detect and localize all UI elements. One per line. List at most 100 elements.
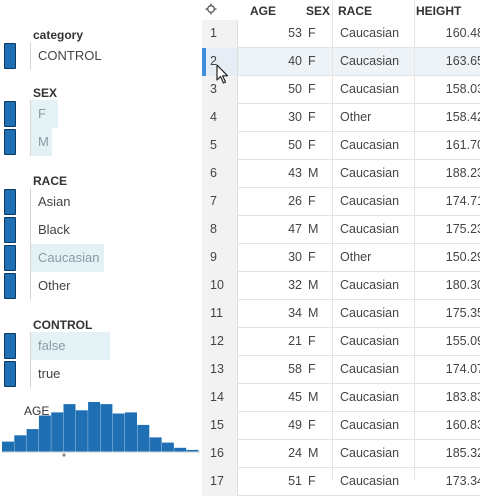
histogram-bar[interactable] xyxy=(63,404,76,452)
table-row[interactable]: 16 24 M Caucasian 185.32 xyxy=(202,440,480,468)
histogram-bar[interactable] xyxy=(14,435,27,452)
table-row[interactable]: 17 51 F Caucasian 173.34 xyxy=(202,468,480,496)
row-index: 16 xyxy=(210,446,224,460)
table-row[interactable]: 11 34 M Caucasian 175.35 xyxy=(202,300,480,328)
sex-cell: F xyxy=(308,26,316,40)
facet-count-bar xyxy=(4,273,16,299)
race-cell: Other xyxy=(340,110,372,124)
histogram-bar[interactable] xyxy=(137,424,150,452)
height-cell: 155.09 xyxy=(445,334,480,348)
facet-count-bar xyxy=(4,129,16,155)
column-header-sex[interactable]: SEX xyxy=(306,4,331,18)
age-cell: 49 xyxy=(288,418,302,432)
row-index: 12 xyxy=(210,334,224,348)
sex-cell: F xyxy=(308,362,316,376)
table-row[interactable]: 8 47 M Caucasian 175.23 xyxy=(202,216,480,244)
table-row[interactable]: 9 30 F Other 150.29 xyxy=(202,244,480,272)
facet-item-other[interactable]: Other xyxy=(0,272,200,300)
gear-icon[interactable] xyxy=(205,3,217,15)
age-cell: 24 xyxy=(288,446,302,460)
histogram-bar[interactable] xyxy=(125,412,137,452)
histogram-bar[interactable] xyxy=(149,437,162,452)
facet-selection-highlight xyxy=(30,128,52,156)
facet-item-true[interactable]: true xyxy=(0,360,200,388)
height-cell: 173.34 xyxy=(445,474,480,488)
height-cell: 175.35 xyxy=(445,306,480,320)
table-row[interactable]: 10 32 M Caucasian 180.30 xyxy=(202,272,480,300)
age-histogram[interactable] xyxy=(0,400,200,460)
table-row[interactable]: 13 58 F Caucasian 174.07 xyxy=(202,356,480,384)
height-cell: 160.48 xyxy=(445,26,480,40)
row-index-cell xyxy=(202,104,238,132)
histogram-bar[interactable] xyxy=(100,404,113,452)
height-cell: 188.23 xyxy=(445,166,480,180)
age-cell: 47 xyxy=(288,222,302,236)
facet-divider xyxy=(30,128,31,156)
table-header: AGE SEX RACE HEIGHT xyxy=(202,0,480,20)
table-row[interactable]: 4 30 F Other 158.42 xyxy=(202,104,480,132)
category-item[interactable]: CONTROL xyxy=(0,42,200,70)
histogram-bar[interactable] xyxy=(75,410,88,452)
histogram-bar[interactable] xyxy=(51,412,64,452)
race-cell: Caucasian xyxy=(340,82,400,96)
row-index-cell xyxy=(202,188,238,216)
histogram-handle[interactable] xyxy=(62,453,66,457)
age-cell: 21 xyxy=(288,334,302,348)
table-row[interactable]: 7 26 F Caucasian 174.71 xyxy=(202,188,480,216)
table-row[interactable]: 15 49 F Caucasian 160.83 xyxy=(202,412,480,440)
facet-item-black[interactable]: Black xyxy=(0,216,200,244)
table-row[interactable]: 2 40 F Caucasian 163.65 xyxy=(202,48,480,76)
table-row[interactable]: 3 50 F Caucasian 158.03 xyxy=(202,76,480,104)
facet-divider xyxy=(30,360,31,388)
table-row[interactable]: 12 21 F Caucasian 155.09 xyxy=(202,328,480,356)
sex-cell: M xyxy=(308,278,319,292)
facet-item-m[interactable]: M xyxy=(0,128,200,156)
histogram-bar[interactable] xyxy=(161,442,174,452)
panel-title-control: CONTROL xyxy=(33,318,93,332)
histogram-bar[interactable] xyxy=(2,441,14,452)
age-cell: 51 xyxy=(288,474,302,488)
facet-label: CONTROL xyxy=(38,48,102,63)
histogram-bar[interactable] xyxy=(88,402,101,452)
histogram-bar[interactable] xyxy=(186,449,199,452)
table-row[interactable]: 5 50 F Caucasian 161.70 xyxy=(202,132,480,160)
facet-item-caucasian[interactable]: Caucasian xyxy=(0,244,200,272)
histogram-bar[interactable] xyxy=(38,415,51,453)
column-header-age[interactable]: AGE xyxy=(250,4,277,18)
histogram-bar[interactable] xyxy=(112,413,125,453)
sex-cell: F xyxy=(308,418,316,432)
facet-label: Black xyxy=(38,222,70,237)
sex-cell: F xyxy=(308,138,316,152)
facet-divider xyxy=(30,42,31,70)
row-index-cell xyxy=(202,384,238,412)
facet-selection-highlight xyxy=(30,244,104,272)
table-row[interactable]: 6 43 M Caucasian 188.23 xyxy=(202,160,480,188)
age-cell: 53 xyxy=(288,26,302,40)
age-cell: 30 xyxy=(288,110,302,124)
height-cell: 150.29 xyxy=(445,250,480,264)
row-index: 2 xyxy=(210,54,217,68)
race-cell: Caucasian xyxy=(340,362,400,376)
age-cell: 50 xyxy=(288,138,302,152)
row-index: 8 xyxy=(210,222,217,236)
histogram-bar[interactable] xyxy=(26,429,39,452)
sex-cell: F xyxy=(308,334,316,348)
column-header-race[interactable]: RACE xyxy=(338,4,373,18)
facet-item-f[interactable]: F xyxy=(0,100,200,128)
facet-item-asian[interactable]: Asian xyxy=(0,188,200,216)
race-cell: Caucasian xyxy=(340,418,400,432)
panel-title-category: category xyxy=(33,28,84,42)
table-row[interactable]: 1 53 F Caucasian 160.48 xyxy=(202,20,480,48)
facet-label: Caucasian xyxy=(38,250,100,265)
race-cell: Caucasian xyxy=(340,166,400,180)
column-header-height[interactable]: HEIGHT xyxy=(416,4,462,18)
row-index: 15 xyxy=(210,418,224,432)
histogram-bar[interactable] xyxy=(174,447,187,452)
facet-divider xyxy=(30,100,31,128)
row-index: 6 xyxy=(210,166,217,180)
sex-cell: F xyxy=(308,54,316,68)
facet-item-false[interactable]: false xyxy=(0,332,200,360)
row-index-cell xyxy=(202,20,238,48)
table-row[interactable]: 14 45 M Caucasian 183.83 xyxy=(202,384,480,412)
facet-label: Other xyxy=(38,278,71,293)
